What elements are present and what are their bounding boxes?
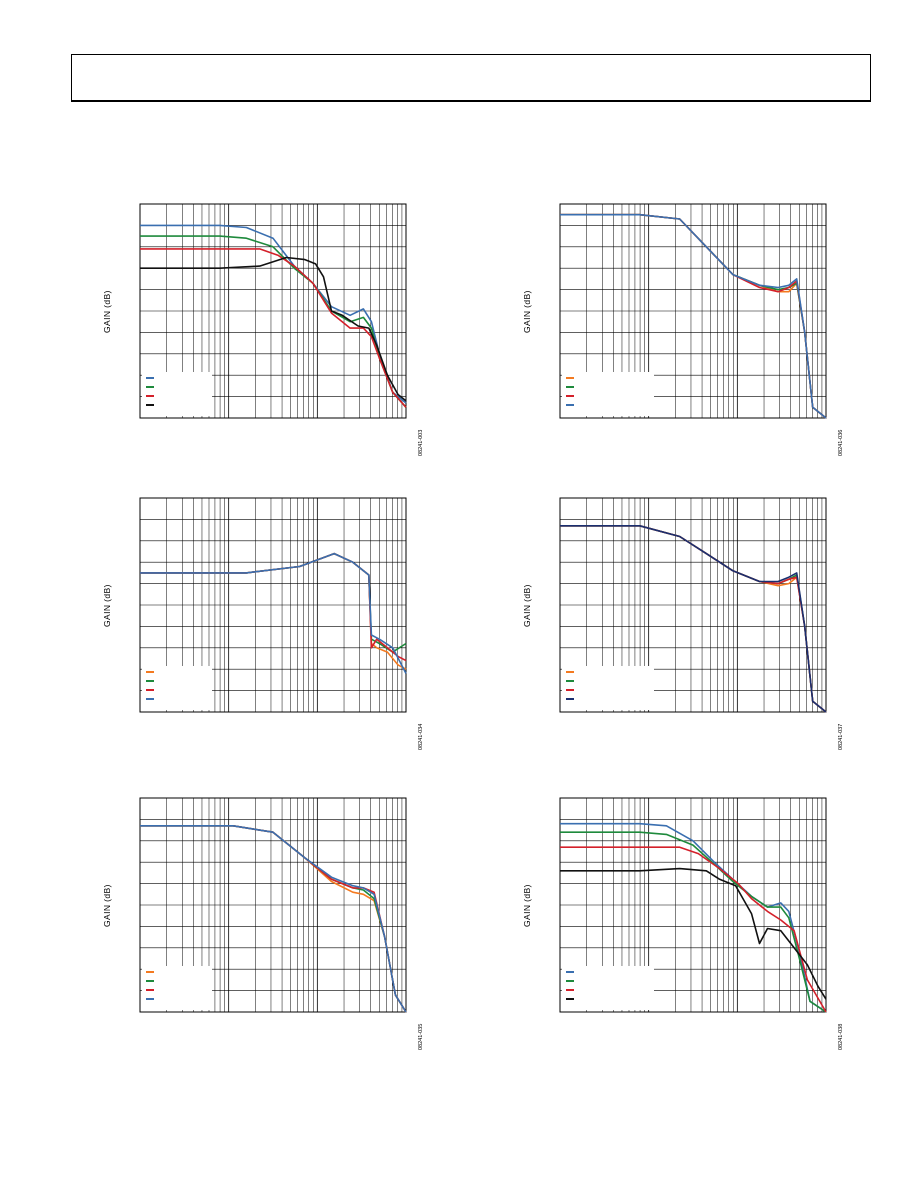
chart-panel-3: GAIN (dB) 08241-034 (100, 492, 440, 782)
series-line-4 (140, 552, 407, 674)
legend-box (562, 372, 654, 416)
chart-svg (139, 203, 407, 419)
series-line-4 (140, 256, 407, 402)
figure-id: 08241-035 (418, 1023, 424, 1050)
figure-id: 08241-036 (838, 429, 844, 456)
series-line-1 (140, 552, 407, 670)
legend-box (562, 666, 654, 710)
series-line-4 (560, 867, 827, 1000)
figure-id: 08241-037 (838, 723, 844, 750)
series-line-2 (560, 831, 827, 1013)
series-line-3 (140, 248, 407, 408)
page-header-box (71, 54, 871, 102)
plot-frame (559, 203, 827, 419)
plot-frame (139, 797, 407, 1013)
chart-svg (559, 497, 827, 713)
plot-frame (139, 203, 407, 419)
plot-frame (559, 797, 827, 1013)
legend-box (142, 372, 212, 416)
series-line-2 (140, 552, 407, 653)
plot-frame (139, 497, 407, 713)
chart-panel-4: GAIN (dB) 08241-037 (520, 492, 860, 782)
chart-svg (559, 203, 827, 419)
legend-box (142, 966, 212, 1010)
series-line-4 (560, 213, 827, 419)
chart-svg (559, 797, 827, 1013)
chart-svg (139, 797, 407, 1013)
chart-panel-2: GAIN (dB) 08241-036 (520, 198, 860, 488)
legend-box (142, 666, 212, 710)
y-axis-label: GAIN (dB) (522, 290, 532, 333)
y-axis-label: GAIN (dB) (522, 584, 532, 627)
y-axis-label: GAIN (dB) (102, 290, 112, 333)
figure-id: 08241-038 (838, 1023, 844, 1050)
series-line-4 (140, 824, 407, 1013)
figure-id: 08241-003 (418, 429, 424, 456)
series-line-4 (560, 524, 827, 713)
y-axis-label: GAIN (dB) (522, 884, 532, 927)
figure-id: 08241-034 (418, 723, 424, 750)
series-line-3 (560, 846, 827, 1013)
chart-panel-5: GAIN (dB) 08241-035 (100, 792, 440, 1082)
chart-panel-1: GAIN (dB) 08241-003 (100, 198, 440, 488)
plot-frame (559, 497, 827, 713)
chart-svg (139, 497, 407, 713)
legend-box (562, 966, 654, 1010)
y-axis-label: GAIN (dB) (102, 884, 112, 927)
y-axis-label: GAIN (dB) (102, 584, 112, 627)
chart-panel-6: GAIN (dB) 08241-038 (520, 792, 860, 1082)
